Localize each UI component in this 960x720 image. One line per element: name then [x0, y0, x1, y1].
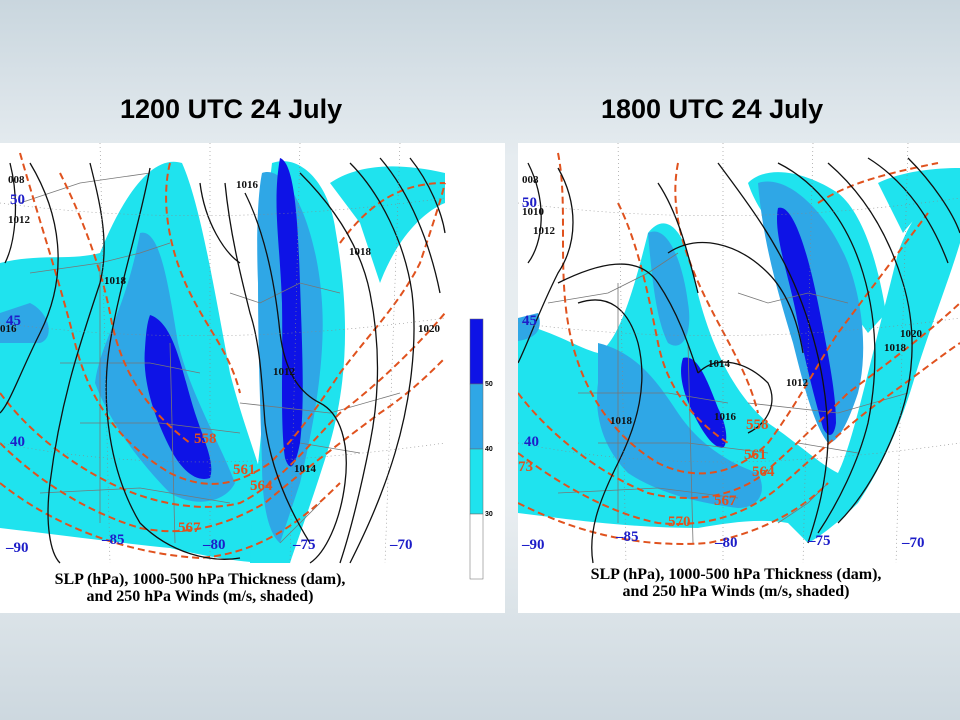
isobar-label: 1018: [884, 342, 907, 354]
slp-isobars: [518, 157, 960, 564]
thickness-label: 567: [714, 493, 737, 509]
longitude-label: 50: [522, 195, 537, 211]
isobar-label: 1014: [708, 358, 731, 370]
thickness-label: 564: [250, 478, 273, 494]
isobar-label: 1018: [104, 275, 127, 287]
map-panel-1200utc: 008 1012 1016 1018 1018 1020 1012 1014 016 558 56…: [0, 143, 505, 613]
map-caption: SLP (hPa), 1000-500 hPa Thickness (dam),…: [536, 566, 936, 600]
colorbar-label: 50: [485, 381, 493, 388]
longitude-label: –70: [901, 535, 925, 551]
thickness-contours: [518, 152, 960, 545]
wind-shade-medium: [0, 303, 49, 343]
wind-speed-colorbar: 50 40 30: [469, 318, 493, 580]
isobar-label: 1012: [273, 366, 296, 378]
map-caption: SLP (hPa), 1000-500 hPa Thickness (dam),…: [0, 571, 400, 605]
lat-lon-grid: [518, 143, 960, 564]
thickness-label: 73: [518, 459, 533, 475]
wind-shade-dark: [144, 315, 212, 479]
longitude-label: –70: [389, 537, 413, 553]
isobar-label: 1020: [418, 323, 441, 335]
caption-line: SLP (hPa), 1000-500 hPa Thickness (dam),: [590, 566, 882, 583]
isobar-label: 016: [0, 323, 17, 335]
slp-isobars: [0, 157, 446, 564]
isobar-labels: 008 1010 1012 1014 1012 1016 1018 1018 1020: [522, 174, 923, 427]
isobar-label: 008: [8, 174, 25, 186]
longitude-label: –85: [615, 529, 639, 545]
isobar-label: 1018: [610, 415, 633, 427]
longitude-label: 40: [524, 434, 539, 450]
wind-shade-dark: [276, 158, 303, 467]
map-panel-1800utc: 008 1010 1012 1014 1012 1016 1018 1018 1020 558 5…: [518, 143, 960, 613]
isobar-label: 1012: [8, 214, 31, 226]
wind-shade-medium: [648, 231, 690, 346]
longitude-label: 45: [6, 313, 21, 329]
longitude-label: –90: [5, 540, 29, 556]
isobar-label: 1016: [236, 179, 259, 191]
isobar-labels: 008 1012 1016 1018 1018 1020 1012 1014 016: [0, 174, 441, 475]
isobar-label: 1016: [714, 411, 737, 423]
isobar-label: 1010: [522, 206, 545, 218]
longitude-labels: –90 –85 –80 –75 –70 40 45 50: [521, 195, 925, 553]
longitude-label: –75: [807, 533, 831, 549]
caption-line: SLP (hPa), 1000-500 hPa Thickness (dam),: [54, 571, 346, 588]
wind-speed-shading: [0, 158, 445, 564]
wind-speed-shading: [518, 168, 960, 543]
wind-shade-dark: [681, 357, 727, 448]
thickness-label: 558: [194, 431, 217, 447]
wind-shade-medium: [518, 313, 540, 341]
lat-lon-grid: [0, 143, 446, 564]
weather-map-1200utc: 008 1012 1016 1018 1018 1020 1012 1014 016 558 56…: [0, 143, 493, 580]
political-boundaries: [19, 172, 401, 544]
panel-title-1200utc: 1200 UTC 24 July: [120, 94, 343, 124]
colorbar-label: 30: [485, 511, 493, 518]
thickness-label: 570: [668, 514, 691, 530]
wind-shade-dark: [777, 207, 836, 435]
longitude-labels: –90 –85 –80 –75 –70 40 45 50: [5, 192, 413, 556]
panel-title-1800utc: 1800 UTC 24 July: [601, 94, 824, 124]
isobar-label: 1018: [349, 246, 372, 258]
caption-line: and 250 hPa Winds (m/s, shaded): [86, 588, 314, 605]
isobar-label: 1012: [786, 377, 809, 389]
wind-shade-medium: [597, 343, 762, 508]
thickness-label: 561: [233, 462, 256, 478]
thickness-label: 567: [178, 520, 201, 536]
thickness-label: 561: [744, 447, 767, 463]
longitude-label: 50: [10, 192, 25, 208]
longitude-label: –75: [292, 537, 316, 553]
wind-shade-light: [878, 168, 960, 233]
longitude-label: –80: [202, 537, 226, 553]
isobar-label: 008: [522, 174, 539, 186]
longitude-label: –85: [101, 532, 125, 548]
thickness-label: 564: [752, 464, 775, 480]
longitude-label: 40: [10, 434, 25, 450]
longitude-label: 45: [522, 313, 537, 329]
isobar-label: 1012: [533, 225, 556, 237]
isobar-label: 1014: [294, 463, 317, 475]
isobar-label: 1020: [900, 328, 923, 340]
wind-shade-light: [330, 166, 445, 283]
longitude-label: –90: [521, 537, 545, 553]
caption-line: and 250 hPa Winds (m/s, shaded): [622, 583, 850, 600]
thickness-label: 558: [746, 417, 769, 433]
longitude-label: –80: [714, 535, 738, 551]
colorbar-label: 40: [485, 446, 493, 453]
